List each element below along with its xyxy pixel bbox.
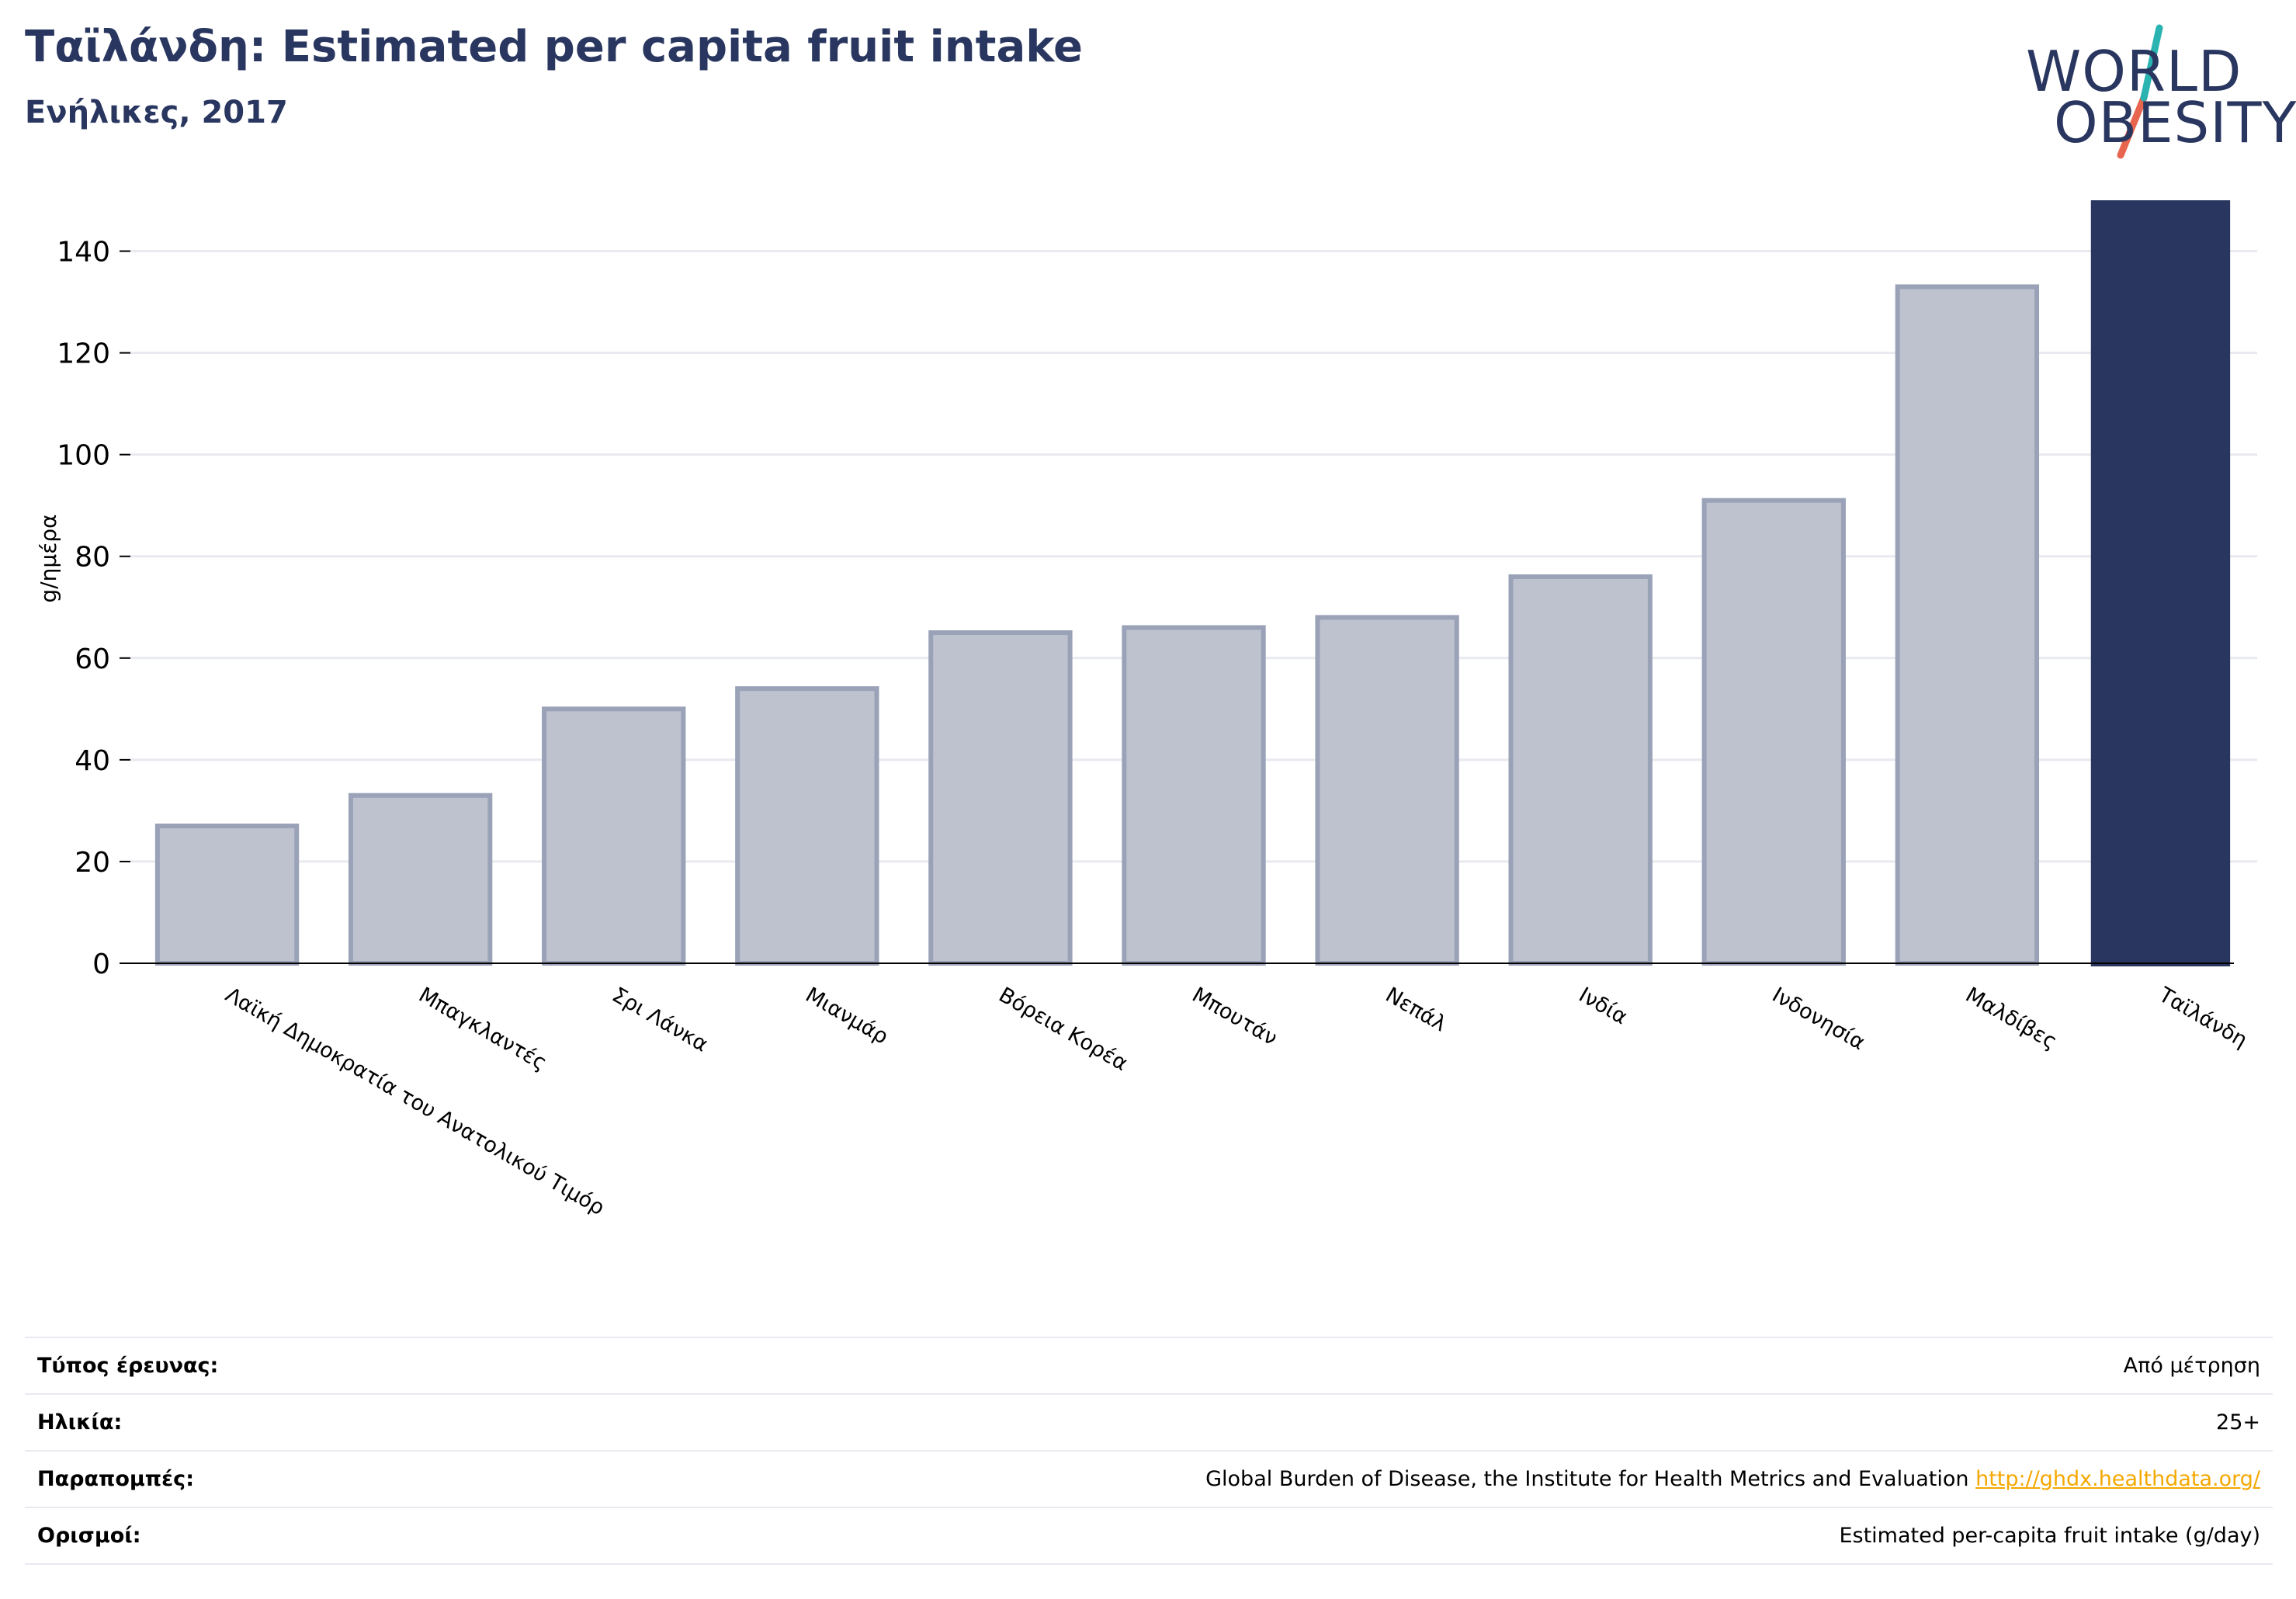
x-tick-label: Μιανμάρ (801, 983, 892, 1049)
x-tick-label: Μπαγκλαντές (414, 983, 551, 1075)
info-key: Ηλικία: (37, 1410, 123, 1434)
bars (154, 200, 2231, 966)
info-key: Τύπος έρευνας: (37, 1354, 219, 1378)
info-key: Παραπομπές: (37, 1467, 194, 1491)
info-row-age: Ηλικία: 25+ (25, 1393, 2273, 1450)
y-tick-label: 80 (75, 542, 110, 574)
logo-slash-icon (2117, 24, 2163, 159)
x-tick-label: Ινδία (1575, 983, 1632, 1029)
y-tick-label: 20 (75, 847, 110, 879)
bar (1315, 615, 1459, 966)
bar (735, 686, 879, 966)
y-axis-label: g/ημέρα (36, 514, 61, 602)
bar (1701, 498, 1846, 966)
info-value: Estimated per-capita fruit intake (g/day… (1839, 1524, 2260, 1548)
info-row-references: Παραπομπές: Global Burden of Disease, th… (25, 1450, 2273, 1507)
y-tick-label: 60 (75, 643, 110, 675)
bar (542, 706, 686, 966)
y-tick-label: 120 (57, 338, 110, 370)
x-axis-labels: Λαϊκή Δημοκρατία του Ανατολικού ΤιμόρΜπα… (221, 983, 2251, 1220)
x-tick-label: Νεπάλ (1382, 983, 1451, 1036)
x-tick-label: Λαϊκή Δημοκρατία του Ανατολικού Τιμόρ (221, 983, 609, 1220)
bar (1895, 284, 2040, 966)
chart-subtitle: Ενήλικες, 2017 (25, 95, 288, 130)
y-axis-ticks: 0 20 40 60 80 100 120 140 (57, 237, 130, 980)
x-tick-label: Σρι Λάνκα (608, 983, 712, 1056)
bar (1122, 625, 1266, 966)
x-tick-label: Βόρεια Κορέα (994, 983, 1132, 1076)
x-tick-label: Ταϊλάνδη (2154, 983, 2251, 1053)
bar-highlighted (2090, 200, 2231, 966)
y-tick-label: 0 (92, 949, 110, 980)
bar-chart: 0 20 40 60 80 100 120 140 Λαϊκή Δημοκρατία του … (36, 200, 2257, 1220)
source-link[interactable]: http://ghdx.healthdata.org/ (1975, 1467, 2260, 1491)
info-value: 25+ (2216, 1410, 2260, 1434)
x-tick-label: Ινδονησία (1768, 983, 1869, 1055)
chart-title: Ταϊλάνδη: Estimated per capita fruit int… (25, 22, 1083, 72)
y-tick-label: 100 (57, 440, 110, 472)
info-table: Τύπος έρευνας: Από μέτρηση Ηλικία: 25+ Π… (25, 1337, 2273, 1565)
x-tick-label: Μπουτάν (1188, 983, 1282, 1050)
logo-word-obesity: OBESITY (2054, 90, 2296, 155)
info-row-survey-type: Τύπος έρευνας: Από μέτρηση (25, 1337, 2273, 1393)
info-row-definitions: Ορισμοί: Estimated per-capita fruit inta… (25, 1507, 2273, 1565)
info-key: Ορισμοί: (37, 1524, 141, 1548)
info-value-with-link: Global Burden of Disease, the Institute … (1205, 1467, 2260, 1491)
y-tick-label: 40 (75, 745, 110, 777)
bar (154, 824, 300, 966)
bar (348, 793, 493, 966)
info-value: Global Burden of Disease, the Institute … (1205, 1467, 1969, 1491)
bar (1508, 574, 1653, 966)
y-tick-label: 140 (57, 237, 110, 269)
bar (928, 630, 1073, 966)
x-tick-label: Μαλδίβες (1961, 983, 2061, 1054)
logo-word-world: WORLD (2026, 39, 2242, 104)
info-value: Από μέτρηση (2123, 1354, 2260, 1378)
world-obesity-logo: WORLD OBESITY (2026, 22, 2296, 161)
